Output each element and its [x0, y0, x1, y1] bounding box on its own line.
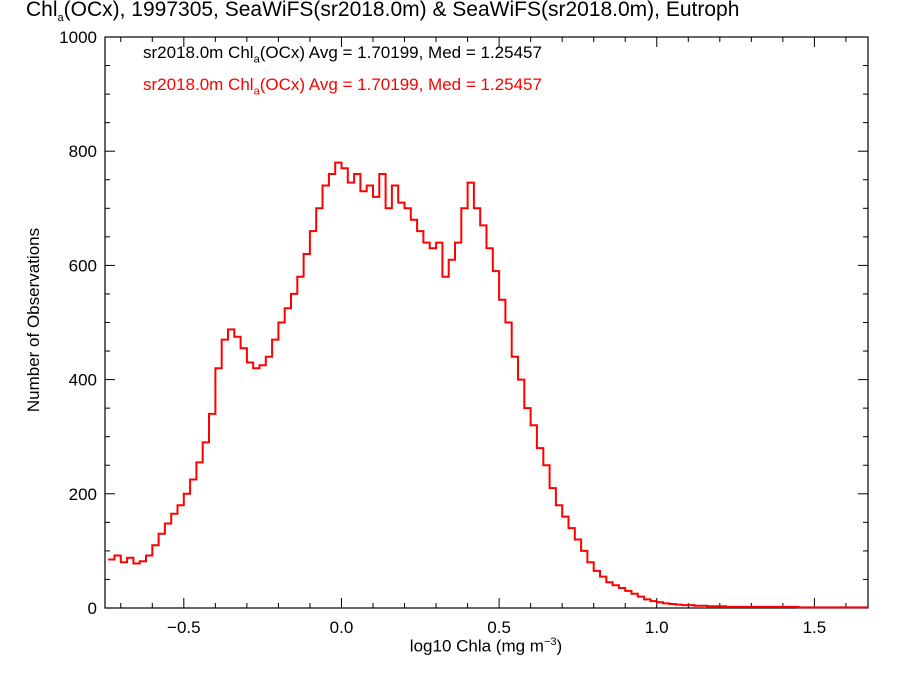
- legend-entry-2: sr2018.0m Chla(OCx) Avg = 1.70199, Med =…: [143, 75, 542, 98]
- y-tick-label: 600: [69, 256, 97, 275]
- x-axis-label: log10 Chla (mg m−3): [409, 636, 563, 656]
- histogram-series-line: [108, 161, 868, 609]
- x-tick-label: 0.0: [330, 618, 354, 637]
- legend-entry-1: sr2018.0m Chla(OCx) Avg = 1.70199, Med =…: [143, 43, 542, 66]
- plot-frame: [104, 36, 869, 609]
- chart-title: Chla(OCx), 1997305, SeaWiFS(sr2018.0m) &…: [26, 0, 740, 25]
- y-axis-label: Number of Observations: [24, 227, 43, 413]
- axis-tick-labels: −0.5 0.0 0.5 1.0 1.5 0 200 400 600 800 1000: [59, 28, 826, 637]
- y-tick-label: 800: [69, 142, 97, 161]
- y-tick-label: 400: [69, 371, 97, 390]
- x-tick-label: −0.5: [167, 618, 201, 637]
- axis-ticks: [105, 36, 868, 609]
- y-tick-label: 0: [88, 599, 97, 618]
- x-tick-label: 1.0: [645, 618, 669, 637]
- x-tick-label: 1.5: [803, 618, 827, 637]
- y-tick-label: 200: [69, 485, 97, 504]
- y-tick-label: 1000: [59, 28, 97, 47]
- x-tick-label: 0.5: [487, 618, 511, 637]
